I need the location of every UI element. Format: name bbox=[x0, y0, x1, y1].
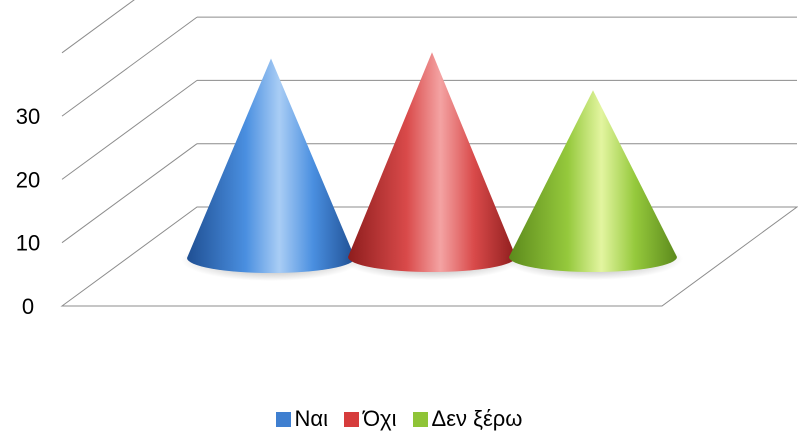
cone-bar bbox=[187, 58, 355, 273]
legend-label: Ναι bbox=[294, 406, 329, 431]
cone-1 bbox=[181, 58, 361, 281]
y-tick-label: 0 bbox=[22, 294, 34, 319]
legend-swatch bbox=[344, 411, 360, 427]
cones-layer bbox=[181, 52, 683, 281]
floor bbox=[60, 206, 798, 307]
cone-bar bbox=[509, 90, 677, 272]
y-tick-label: 10 bbox=[16, 231, 40, 256]
y-axis-ticks: 0 10 20 30 bbox=[16, 104, 40, 319]
legend-item: Δεν ξέρω bbox=[412, 406, 523, 432]
legend-swatch bbox=[412, 411, 428, 427]
gridline-side bbox=[61, 0, 135, 54]
gridline-side bbox=[61, 79, 198, 180]
y-tick-label: 30 bbox=[16, 104, 40, 129]
cone-3 bbox=[503, 90, 683, 280]
gridline-side bbox=[61, 143, 198, 244]
legend-item: Ναι bbox=[275, 406, 329, 432]
cone-2 bbox=[342, 52, 522, 280]
legend: Ναι Όχι Δεν ξέρω bbox=[0, 404, 798, 434]
legend-label: Όχι bbox=[363, 406, 397, 431]
legend-label: Δεν ξέρω bbox=[431, 406, 523, 431]
legend-item: Όχι bbox=[344, 406, 397, 432]
legend-swatch bbox=[275, 411, 291, 427]
gridline-side bbox=[61, 16, 198, 117]
y-tick-label: 20 bbox=[16, 167, 40, 192]
cone-bar bbox=[348, 52, 516, 272]
